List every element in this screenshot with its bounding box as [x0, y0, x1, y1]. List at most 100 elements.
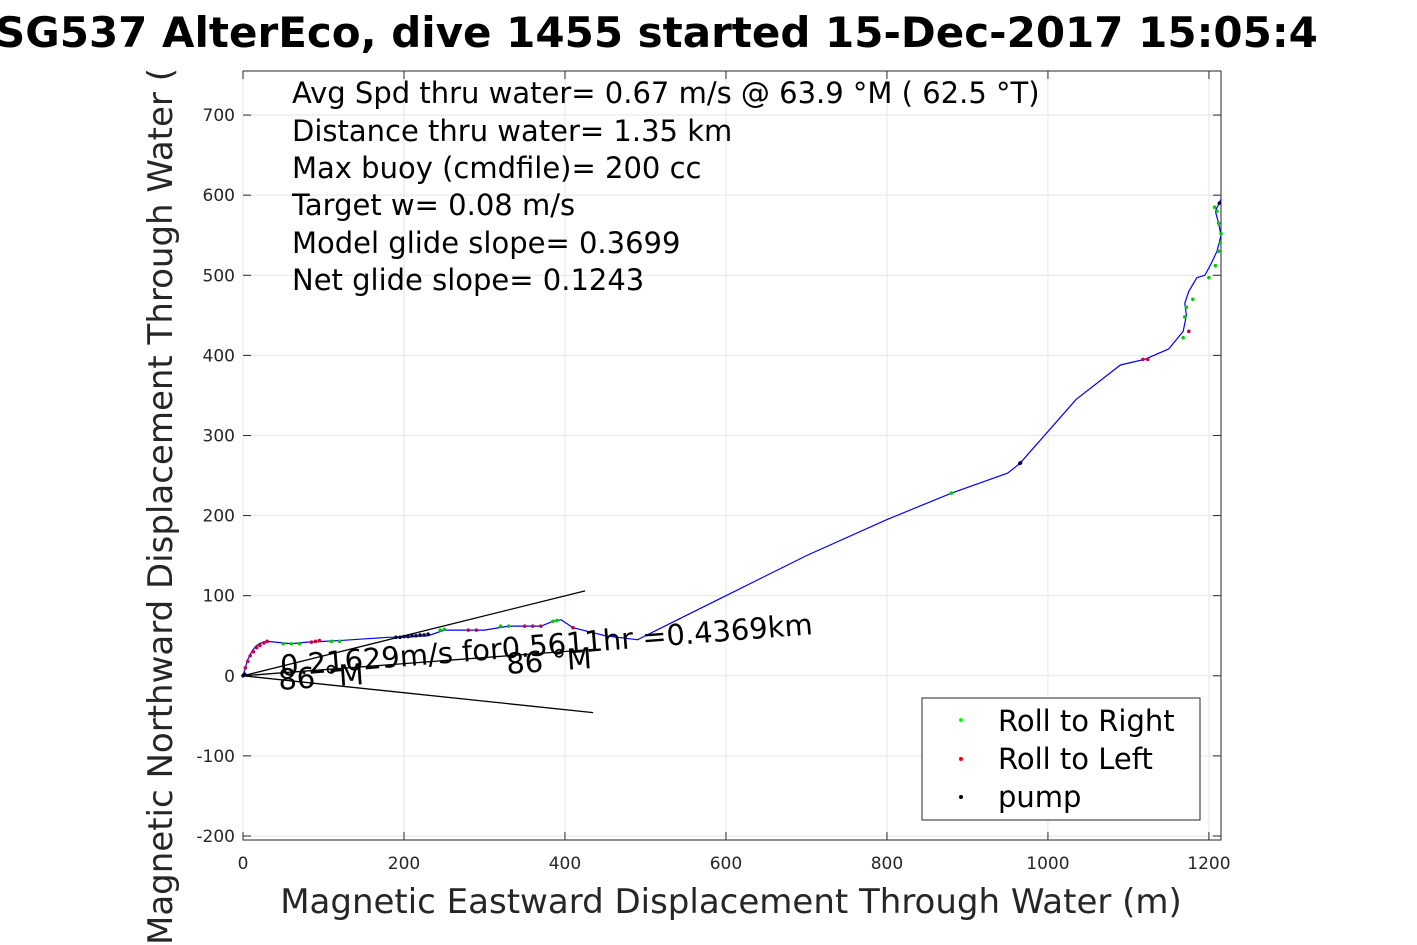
pump-point [394, 635, 398, 640]
roll-left-point [313, 639, 318, 644]
pump-point [242, 672, 247, 676]
roll-left-point [262, 641, 266, 645]
roll-left-point [254, 645, 259, 650]
roll-right-point [1216, 249, 1221, 254]
roll-right-point [498, 624, 503, 628]
stats-annotations: Avg Spd thru water= 0.67 m/s @ 63.9 °M (… [291, 76, 1040, 297]
roll-left-point [317, 638, 322, 643]
track-series [242, 198, 1222, 676]
roll-right-point [329, 639, 334, 644]
pump-point [1217, 201, 1222, 205]
roll-markers [241, 201, 1223, 678]
roll-right-point [1213, 263, 1218, 268]
roll-right-point [438, 628, 443, 632]
roll-left-point [571, 625, 575, 630]
x-tick-label: 200 [388, 854, 420, 874]
y-tick-label: 700 [203, 106, 235, 126]
x-tick-label: 600 [710, 854, 742, 874]
roll-left-point [530, 624, 535, 628]
x-tick-label: 800 [871, 854, 903, 874]
roll-left-point [1145, 357, 1150, 362]
y-tick-label: 400 [203, 346, 235, 366]
pump-point [414, 633, 418, 638]
roll-left-point [1187, 329, 1191, 334]
y-tick-label: 300 [203, 426, 235, 446]
pump-point [426, 632, 430, 636]
x-tick-label: 0 [238, 854, 249, 874]
roll-right-point [949, 491, 954, 495]
roll-right-point [1207, 275, 1211, 280]
y-tick-label: 0 [224, 667, 235, 687]
roll-right-point [1215, 209, 1219, 213]
roll-right-point [506, 624, 511, 628]
y-tick-label: 500 [203, 266, 235, 286]
current-vector-line [242, 648, 594, 677]
legend-label-roll-right: Roll to Right [998, 704, 1175, 738]
x-axis-label: Magnetic Eastward Displacement Through W… [280, 882, 1182, 922]
roll-right-point [442, 627, 447, 632]
roll-left-point [539, 624, 543, 628]
legend-marker-pump [959, 795, 963, 799]
current-vector [242, 648, 594, 677]
roll-left-point [246, 659, 250, 664]
x-tick-label: 400 [549, 854, 581, 874]
roll-left-point [309, 640, 314, 644]
roll-right-point [1184, 305, 1189, 310]
annotation-distance: Distance thru water= 1.35 km [292, 114, 732, 148]
pump-point [418, 633, 422, 637]
roll-left-point [1141, 357, 1145, 362]
pump-point [410, 633, 414, 638]
roll-right-point [1219, 231, 1223, 236]
roll-left-point [243, 665, 248, 670]
legend-label-roll-left: Roll to Left [998, 742, 1153, 776]
roll-right-point [1181, 335, 1185, 340]
roll-left-point [265, 639, 269, 644]
annotation-target-w: Target w= 0.08 m/s [291, 188, 575, 222]
roll-left-point [522, 624, 527, 628]
y-tick-label: -100 [196, 747, 235, 767]
roll-right-point [289, 641, 294, 646]
roll-right-point [551, 619, 555, 624]
legend-label-pump: pump [998, 780, 1081, 814]
track-line [242, 198, 1222, 676]
roll-left-point [474, 628, 479, 632]
legend-marker-roll-right [959, 718, 963, 722]
roll-right-point [1212, 205, 1217, 209]
y-tick-label: 100 [203, 587, 235, 607]
legend: Roll to Right Roll to Left pump [921, 697, 1201, 821]
annotation-max-buoy: Max buoy (cmdfile)= 200 cc [292, 151, 701, 185]
roll-right-point [297, 641, 302, 646]
roll-right-point [1182, 315, 1187, 319]
roll-right-point [1218, 241, 1222, 246]
roll-right-point [1216, 221, 1221, 225]
chart-title: SG537 AlterEco, dive 1455 started 15-Dec… [0, 8, 1318, 57]
roll-left-point [248, 653, 253, 658]
pump-point [1018, 460, 1023, 465]
annotation-net-glide: Net glide slope= 0.1243 [292, 263, 644, 297]
pump-point [422, 633, 426, 637]
y-axis-label: Magnetic Northward Displacement Through … [141, 68, 181, 945]
pump-point [402, 634, 406, 639]
heading-label-2: 86 °M [505, 641, 593, 681]
roll-right-point [281, 641, 286, 646]
pump-point [406, 634, 410, 639]
roll-left-point [258, 643, 262, 648]
pump-point [398, 635, 402, 640]
roll-left-point [251, 649, 256, 654]
y-tick-label: 600 [203, 186, 235, 206]
x-tick-label: 1000 [1026, 854, 1069, 874]
roll-right-point [337, 639, 342, 644]
legend-marker-roll-left [959, 757, 963, 761]
axis-ticks: 0 200 400 600 800 1000 1200 -200 -100 0 100 200 300 4… [196, 71, 1231, 874]
roll-right-point [1191, 297, 1195, 302]
heading-label-1: 86 °M [277, 657, 365, 697]
annotation-avg-speed: Avg Spd thru water= 0.67 m/s @ 63.9 °M (… [292, 76, 1040, 110]
roll-right-point [555, 618, 559, 623]
annotation-model-glide: Model glide slope= 0.3699 [292, 226, 680, 260]
legend-box [921, 697, 1201, 821]
roll-left-point [466, 628, 471, 632]
x-tick-label: 1200 [1187, 854, 1230, 874]
y-tick-label: 200 [203, 507, 235, 527]
y-tick-label: -200 [196, 827, 235, 847]
